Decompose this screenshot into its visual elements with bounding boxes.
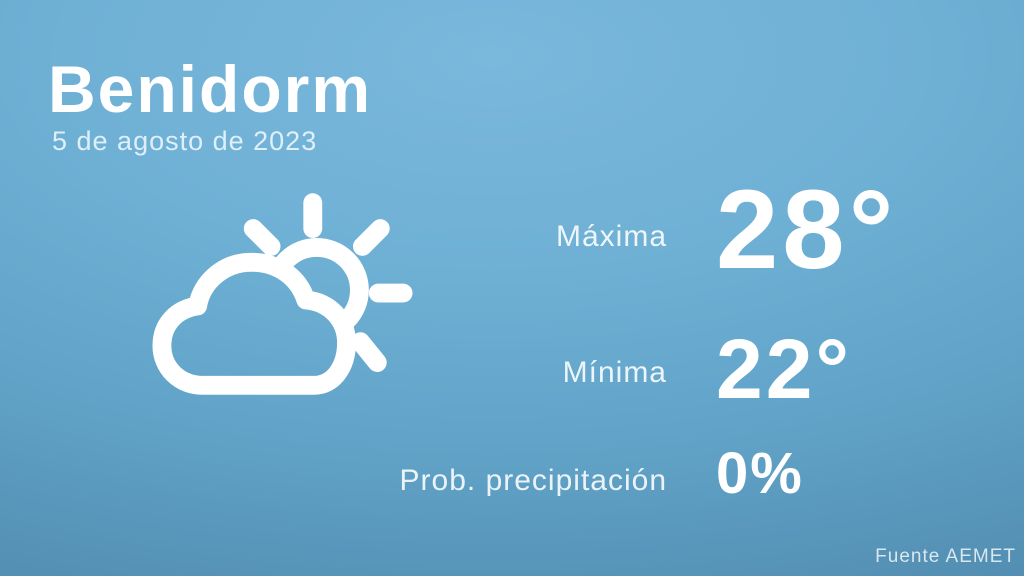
sun-icon — [243, 193, 413, 372]
max-temperature-label: Máxima — [555, 220, 667, 253]
min-temperature-label: Mínima — [562, 356, 667, 389]
precipitation-probability-label: Prob. precipitación — [399, 464, 667, 497]
data-source-attribution: Fuente AEMET — [875, 546, 1016, 567]
min-temperature-value: 22° — [716, 322, 853, 416]
location-title: Benidorm — [48, 52, 373, 126]
cloud-icon — [152, 252, 356, 395]
precipitation-probability-value: 0% — [716, 441, 804, 506]
sun-behind-cloud-icon — [152, 193, 413, 395]
max-temperature-value: 28° — [716, 167, 898, 292]
forecast-date: 5 de agosto de 2023 — [52, 126, 318, 156]
